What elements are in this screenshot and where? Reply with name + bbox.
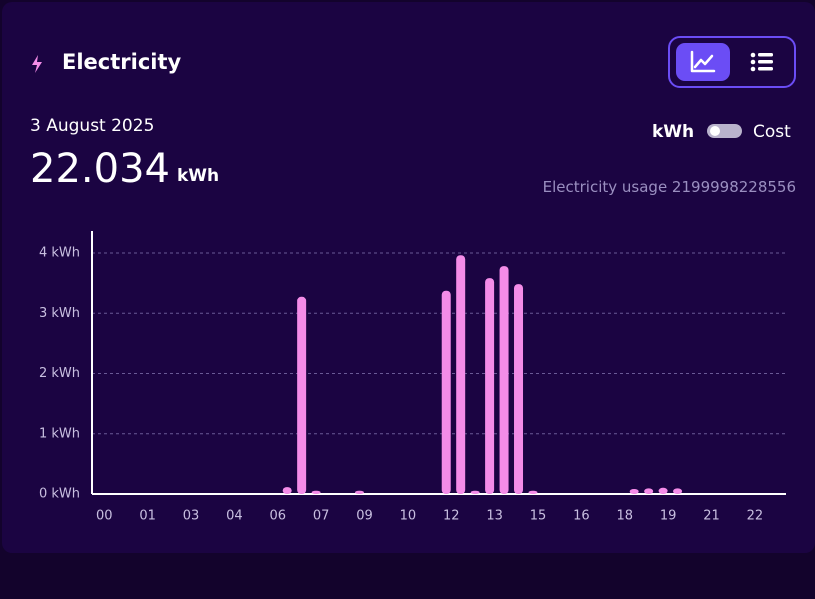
bar	[528, 490, 538, 494]
list-view-button[interactable]	[738, 43, 788, 81]
x-tick-label: 06	[269, 509, 286, 524]
x-tick-label: 09	[356, 509, 373, 524]
toggle-label-cost: Cost	[753, 122, 791, 142]
x-tick-label: 04	[226, 509, 243, 524]
chart-view-button[interactable]	[676, 43, 730, 81]
list-icon	[750, 52, 773, 72]
x-tick-label: 10	[400, 509, 417, 524]
bar	[485, 278, 495, 494]
x-tick-label: 22	[747, 509, 764, 524]
y-tick-label: 1 kWh	[39, 426, 80, 441]
bar	[644, 488, 654, 494]
meter-label: Electricity usage 2199998228556	[542, 178, 796, 196]
x-tick-label: 00	[96, 509, 113, 524]
bar	[311, 490, 321, 494]
unit-toggle[interactable]	[707, 124, 742, 138]
x-tick-label: 19	[660, 509, 677, 524]
x-tick-label: 01	[139, 509, 156, 524]
total-unit: kWh	[177, 166, 220, 186]
card: Electricity 3 August 2025 22.034 kWh kWh…	[2, 2, 815, 553]
x-tick-label: 18	[616, 509, 633, 524]
bar	[499, 266, 509, 494]
bar	[673, 488, 683, 494]
x-tick-label: 21	[703, 509, 720, 524]
y-tick-label: 4 kWh	[39, 246, 80, 261]
bolt-icon	[32, 55, 42, 73]
toggle-label-kwh: kWh	[652, 122, 695, 142]
bar	[297, 296, 307, 494]
x-tick-label: 13	[486, 509, 503, 524]
y-tick-label: 2 kWh	[39, 366, 80, 381]
bar	[470, 490, 480, 494]
toggle-knob	[710, 126, 720, 136]
x-tick-label: 03	[183, 509, 200, 524]
y-tick-label: 0 kWh	[39, 487, 80, 502]
title: Electricity	[62, 50, 182, 74]
bar	[354, 490, 364, 494]
total-value: 22.034	[30, 146, 170, 192]
bar	[456, 255, 466, 494]
view-switch	[668, 36, 796, 88]
x-tick-label: 16	[573, 509, 590, 524]
x-tick-label: 15	[530, 509, 547, 524]
x-tick-label: 12	[443, 509, 460, 524]
bar	[441, 290, 451, 494]
y-tick-label: 3 kWh	[39, 306, 80, 321]
x-tick-label: 07	[313, 509, 330, 524]
chart-icon	[690, 50, 716, 73]
bar	[514, 284, 524, 494]
bar	[629, 488, 639, 494]
date: 3 August 2025	[30, 116, 155, 136]
bar	[282, 487, 292, 494]
bar	[658, 487, 668, 494]
